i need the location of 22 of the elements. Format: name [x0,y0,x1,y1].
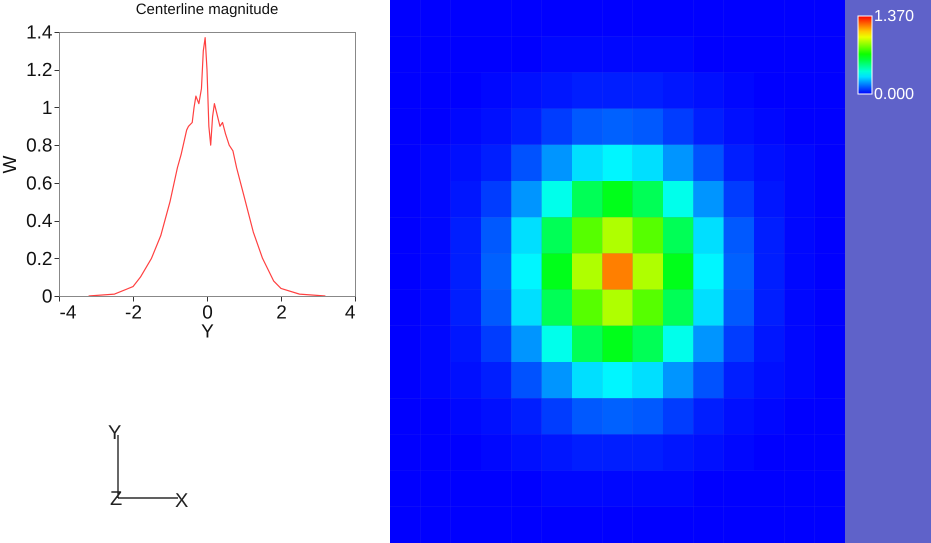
x-axis-title: Y [201,322,214,342]
y-tick-label: 0.4 [26,211,53,232]
x-tick-label: -2 [125,302,142,324]
x-tick-label: -4 [60,302,77,324]
y-tick-label: 0.8 [26,136,52,157]
line-series [88,37,326,296]
y-tick-label: 0.6 [26,173,52,194]
color-bar-label: 1.370 [874,8,914,25]
text: Z [110,488,122,511]
y-tick-label: 1.4 [26,22,53,44]
text: Y [108,422,122,445]
y-tick-label: 0 [42,286,52,308]
x-tick-label: 2 [276,302,287,324]
chart-title: Centerline magnitude [136,1,278,18]
x-tick-label: 4 [344,302,356,324]
color-bar-label: 0.000 [874,86,914,103]
x-tick-label: 0 [202,302,213,324]
y-axis-title: W [0,155,22,174]
y-tick-label: 1 [42,98,52,119]
y-tick-label: 1.2 [26,60,52,82]
text: X [175,490,188,513]
y-tick-label: 0.2 [26,248,52,270]
